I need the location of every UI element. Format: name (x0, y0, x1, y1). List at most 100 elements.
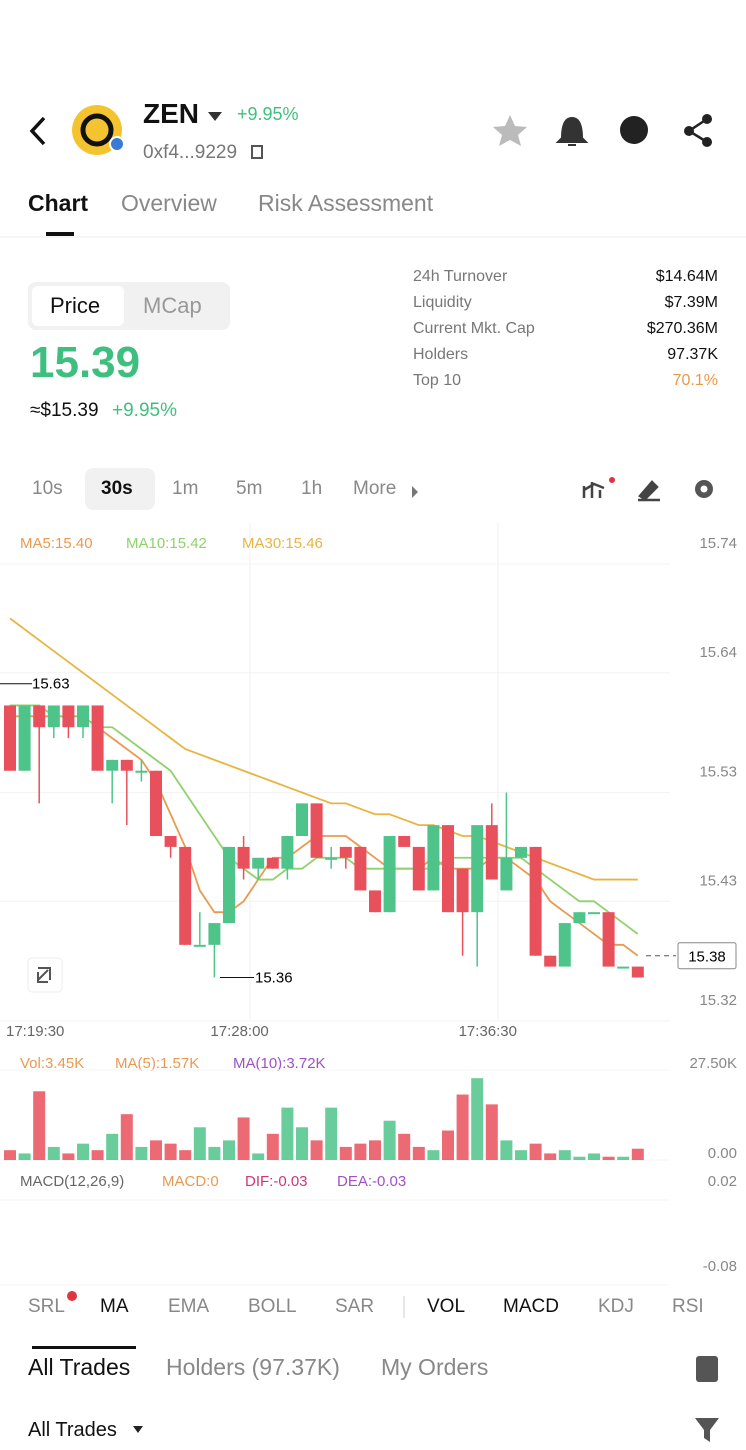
candle-body (573, 912, 586, 924)
bell-icon[interactable] (555, 116, 589, 146)
filter-caret (133, 1426, 143, 1433)
stat-label: Holders (413, 346, 469, 363)
tab[interactable]: Risk Assessment (258, 190, 434, 216)
volume-bar (427, 1150, 440, 1160)
settings-icon-hole (700, 485, 708, 493)
back-icon[interactable] (29, 116, 46, 146)
token-logo-mark (80, 113, 114, 147)
bottom-tab[interactable]: Holders (97.37K) (166, 1354, 340, 1380)
volume-bar (179, 1150, 192, 1160)
bottom-tab[interactable]: My Orders (381, 1354, 489, 1380)
interval[interactable]: More (353, 478, 397, 499)
candle-body (237, 846, 250, 869)
candle-body (281, 836, 294, 869)
candle-body (310, 803, 323, 858)
srl-dot (67, 1291, 77, 1301)
toggle-option[interactable]: MCap (143, 293, 202, 318)
candle-body (558, 923, 571, 967)
star-icon[interactable] (493, 115, 527, 146)
ma-line (9, 617, 638, 881)
volume-tick-label: 0.00 (708, 1145, 737, 1162)
volume-bar (588, 1153, 600, 1160)
copy-icon[interactable] (251, 145, 263, 159)
candle-body (485, 825, 498, 880)
stat-value: $14.64M (655, 268, 718, 285)
volume-bar (47, 1146, 60, 1160)
interval[interactable]: 1m (172, 478, 199, 499)
indicator[interactable]: BOLL (248, 1296, 297, 1317)
volume-bar (310, 1140, 323, 1160)
candle-body (339, 846, 352, 858)
candle-body (91, 705, 104, 771)
draw-icon[interactable] (638, 480, 660, 502)
history-icon[interactable] (696, 1356, 718, 1382)
toggle-active[interactable] (32, 286, 124, 326)
macd-legend: MACD(12,26,9) (20, 1173, 124, 1190)
candle-body (383, 836, 396, 913)
ma-line (10, 715, 639, 957)
filter[interactable]: All Trades (28, 1419, 117, 1441)
indicator[interactable]: SAR (335, 1296, 375, 1317)
volume-bar (573, 1156, 586, 1160)
symbol: ZEN (143, 98, 199, 129)
candle-body (631, 966, 644, 978)
volume-bar (369, 1140, 381, 1160)
candle-body (33, 705, 46, 728)
y-tick-label: 15.53 (699, 764, 737, 781)
candle-body (529, 846, 542, 956)
candle-body (193, 944, 206, 947)
indicator[interactable]: KDJ (598, 1296, 634, 1317)
volume-legend: MA(5):1.57K (115, 1055, 199, 1072)
indicator-icon[interactable] (582, 482, 605, 498)
candle-body (588, 912, 600, 915)
dropdown-icon[interactable] (208, 112, 222, 121)
volume-bar (150, 1140, 162, 1160)
low-label: 15.36 (255, 969, 293, 986)
more-caret (412, 486, 418, 498)
candle-body (135, 770, 148, 773)
interval[interactable]: 30s (101, 478, 133, 499)
candle-body (120, 759, 133, 771)
usd-price: ≈$15.39 (30, 400, 99, 421)
bottom-tab[interactable]: All Trades (28, 1354, 131, 1380)
indicator[interactable]: MACD (503, 1296, 559, 1317)
indicator[interactable]: VOL (427, 1296, 466, 1317)
candle-body (412, 846, 425, 891)
volume-bar (296, 1127, 308, 1160)
volume-bar (33, 1091, 46, 1160)
toggle-option[interactable]: Price (50, 293, 101, 318)
volume-bar (77, 1143, 89, 1160)
alpha-icon[interactable] (620, 116, 648, 144)
volume-bar (558, 1150, 571, 1160)
volume-bar (485, 1104, 498, 1160)
indicator[interactable]: MA (100, 1296, 129, 1317)
candle-body (369, 890, 381, 913)
volume-bar (193, 1127, 206, 1160)
y-tick-label: 15.43 (699, 872, 737, 889)
interval[interactable]: 5m (236, 478, 263, 499)
stat-label: Liquidity (413, 294, 472, 311)
volume-bar (602, 1156, 615, 1160)
volume-bar (339, 1146, 352, 1160)
expand-icon[interactable] (37, 967, 51, 983)
interval-active (85, 468, 155, 510)
macd-legend: MACD:0 (162, 1173, 219, 1190)
filter-icon[interactable] (695, 1418, 719, 1442)
indicator[interactable]: SRL (28, 1296, 65, 1317)
volume-bar (544, 1153, 557, 1160)
indicator[interactable]: EMA (168, 1296, 210, 1317)
stat-value: 97.37K (667, 346, 718, 363)
tab[interactable]: Chart (28, 190, 89, 216)
indicator[interactable]: RSI (672, 1296, 704, 1317)
interval[interactable]: 1h (301, 478, 323, 499)
volume-bar (18, 1153, 31, 1160)
volume-bar (631, 1148, 644, 1160)
share-icon-line (686, 117, 708, 144)
y-tick-label: 15.64 (699, 644, 737, 661)
interval[interactable]: 10s (32, 478, 63, 499)
current-price-box (677, 942, 737, 970)
tab[interactable]: Overview (121, 190, 217, 216)
volume-bar (135, 1146, 148, 1160)
volume-bar (266, 1133, 279, 1160)
